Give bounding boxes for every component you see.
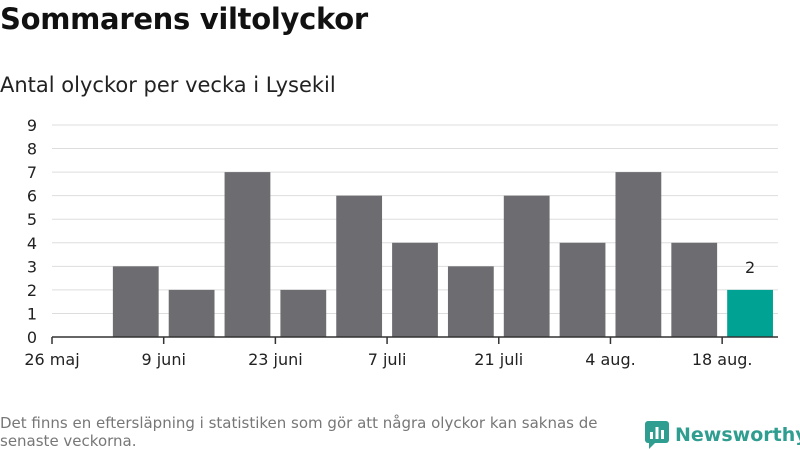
y-tick-label: 3 xyxy=(27,257,37,276)
bar xyxy=(559,242,606,337)
bar xyxy=(168,289,215,337)
x-tick-label: 7 juli xyxy=(368,350,407,369)
bar xyxy=(336,195,383,337)
x-tick-label: 4 aug. xyxy=(585,350,635,369)
bar-chart-logo-icon xyxy=(645,421,669,449)
bar xyxy=(112,266,159,337)
y-tick-label: 7 xyxy=(27,163,37,182)
y-tick-label: 0 xyxy=(27,328,37,347)
brand-logo[interactable]: Newsworthy xyxy=(645,420,800,450)
x-tick-label: 23 juni xyxy=(248,350,303,369)
x-tick-label: 21 juli xyxy=(474,350,523,369)
bar xyxy=(615,172,662,337)
y-tick-label: 2 xyxy=(27,281,37,300)
bar xyxy=(727,289,773,337)
y-tick-label: 9 xyxy=(27,116,37,135)
bar xyxy=(447,266,494,337)
y-tick-label: 6 xyxy=(27,187,37,206)
y-tick-label: 4 xyxy=(27,234,37,253)
chart-title: Sommarens viltolyckor xyxy=(0,2,368,36)
y-tick-label: 1 xyxy=(27,304,37,323)
bar xyxy=(671,242,718,337)
bar-chart: 0 1 2 3 4 5 6 7 8 9 2 26 maj 9 juni 23 juni 7 juli 21 j… xyxy=(24,116,778,369)
y-tick-label: 8 xyxy=(27,140,37,159)
x-tick-label: 9 juni xyxy=(141,350,185,369)
chart-subtitle: Antal olyckor per vecka i Lysekil xyxy=(0,73,336,97)
footnote: Det finns en eftersläpning i statistiken… xyxy=(0,414,598,450)
bar xyxy=(224,172,271,337)
x-tick-label: 18 aug. xyxy=(692,350,753,369)
bar xyxy=(392,242,438,337)
x-tick-label: 26 maj xyxy=(24,350,79,369)
data-label: 2 xyxy=(745,258,755,277)
bar xyxy=(503,195,550,337)
brand-name: Newsworthy xyxy=(675,424,800,446)
bar xyxy=(280,289,327,337)
y-tick-label: 5 xyxy=(27,210,37,229)
